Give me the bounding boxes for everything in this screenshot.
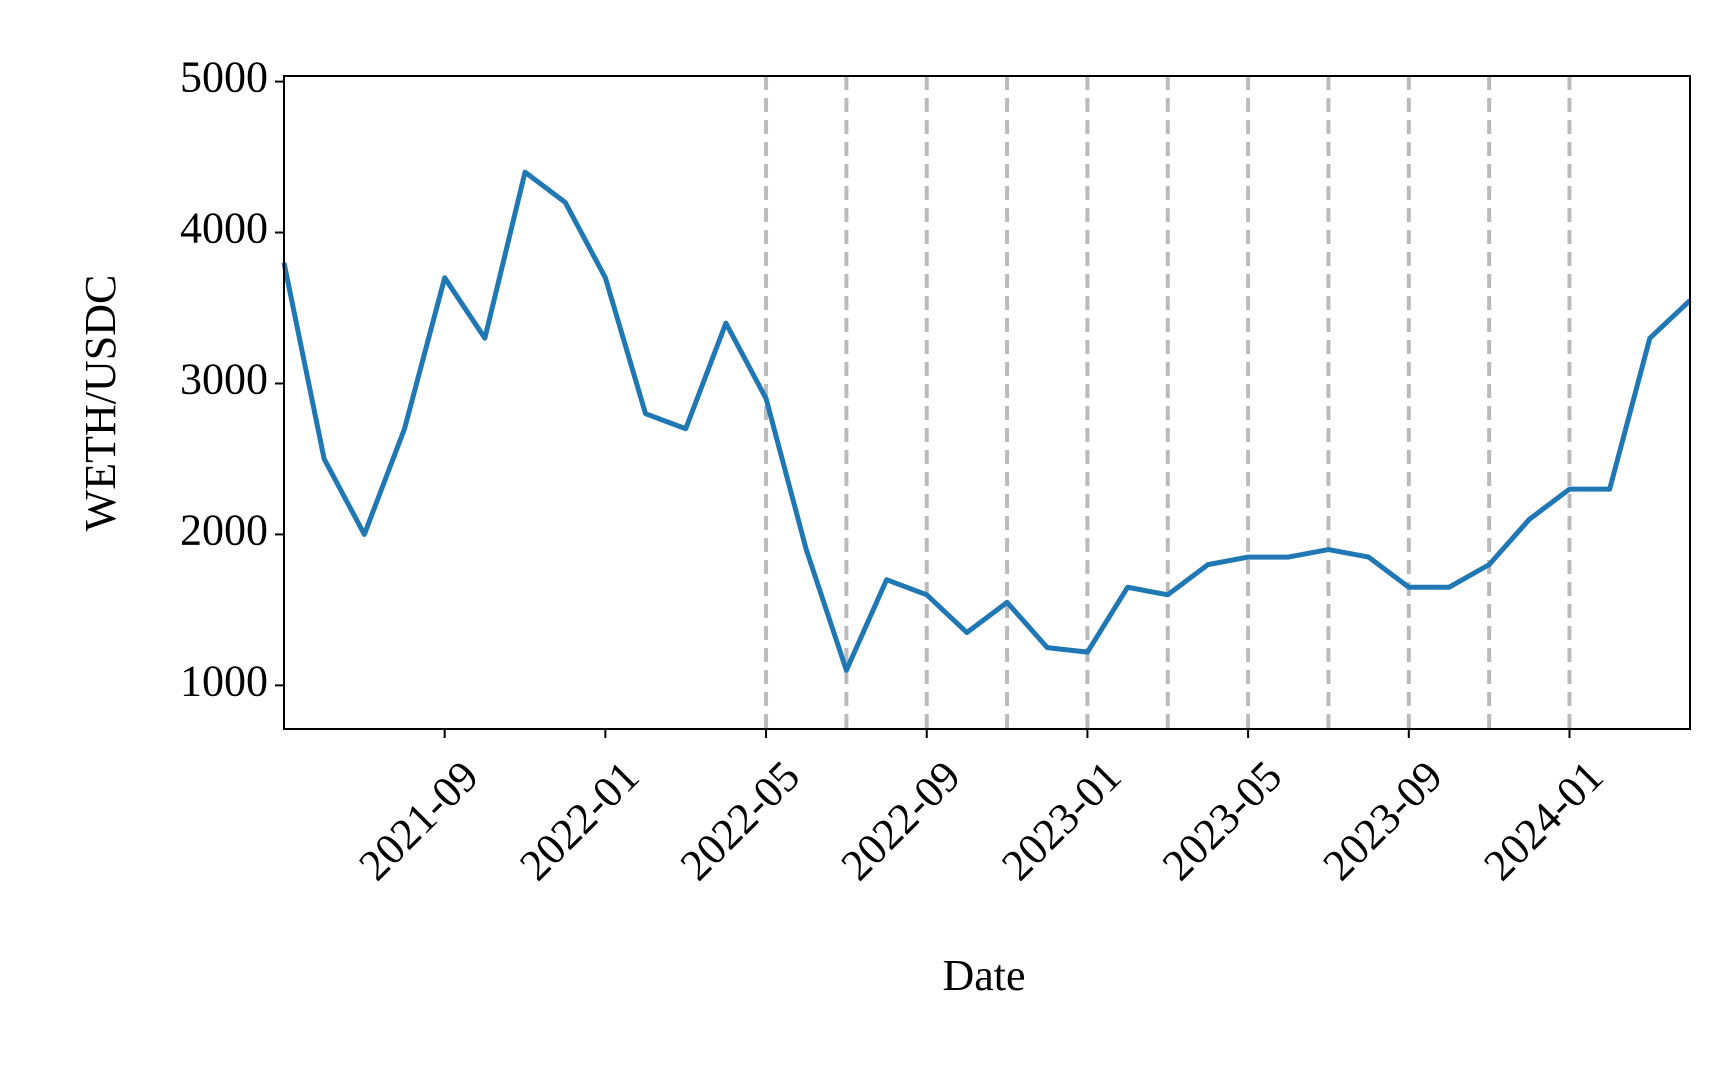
x-tick-label: 2021-09 [349,751,487,889]
x-tick-label: 2024-01 [1474,751,1612,889]
x-tick-label: 2023-09 [1314,751,1452,889]
x-axis-label: Date [942,951,1025,1000]
price-line [281,169,1692,673]
y-tick-label: 5000 [180,53,268,102]
x-tick-label: 2022-09 [832,751,970,889]
x-tick-label: 2023-05 [1153,751,1291,889]
y-axis-label: WETH/USDC [76,275,125,532]
y-tick-label: 4000 [180,204,268,253]
x-tick-label: 2022-01 [510,751,648,889]
y-tick-label: 3000 [180,355,268,404]
x-tick-label: 2022-05 [671,751,809,889]
x-tick-label: 2023-01 [992,751,1130,889]
plot-frame [283,75,1691,730]
y-tick-label: 1000 [180,656,268,705]
y-tick-label: 2000 [180,506,268,555]
